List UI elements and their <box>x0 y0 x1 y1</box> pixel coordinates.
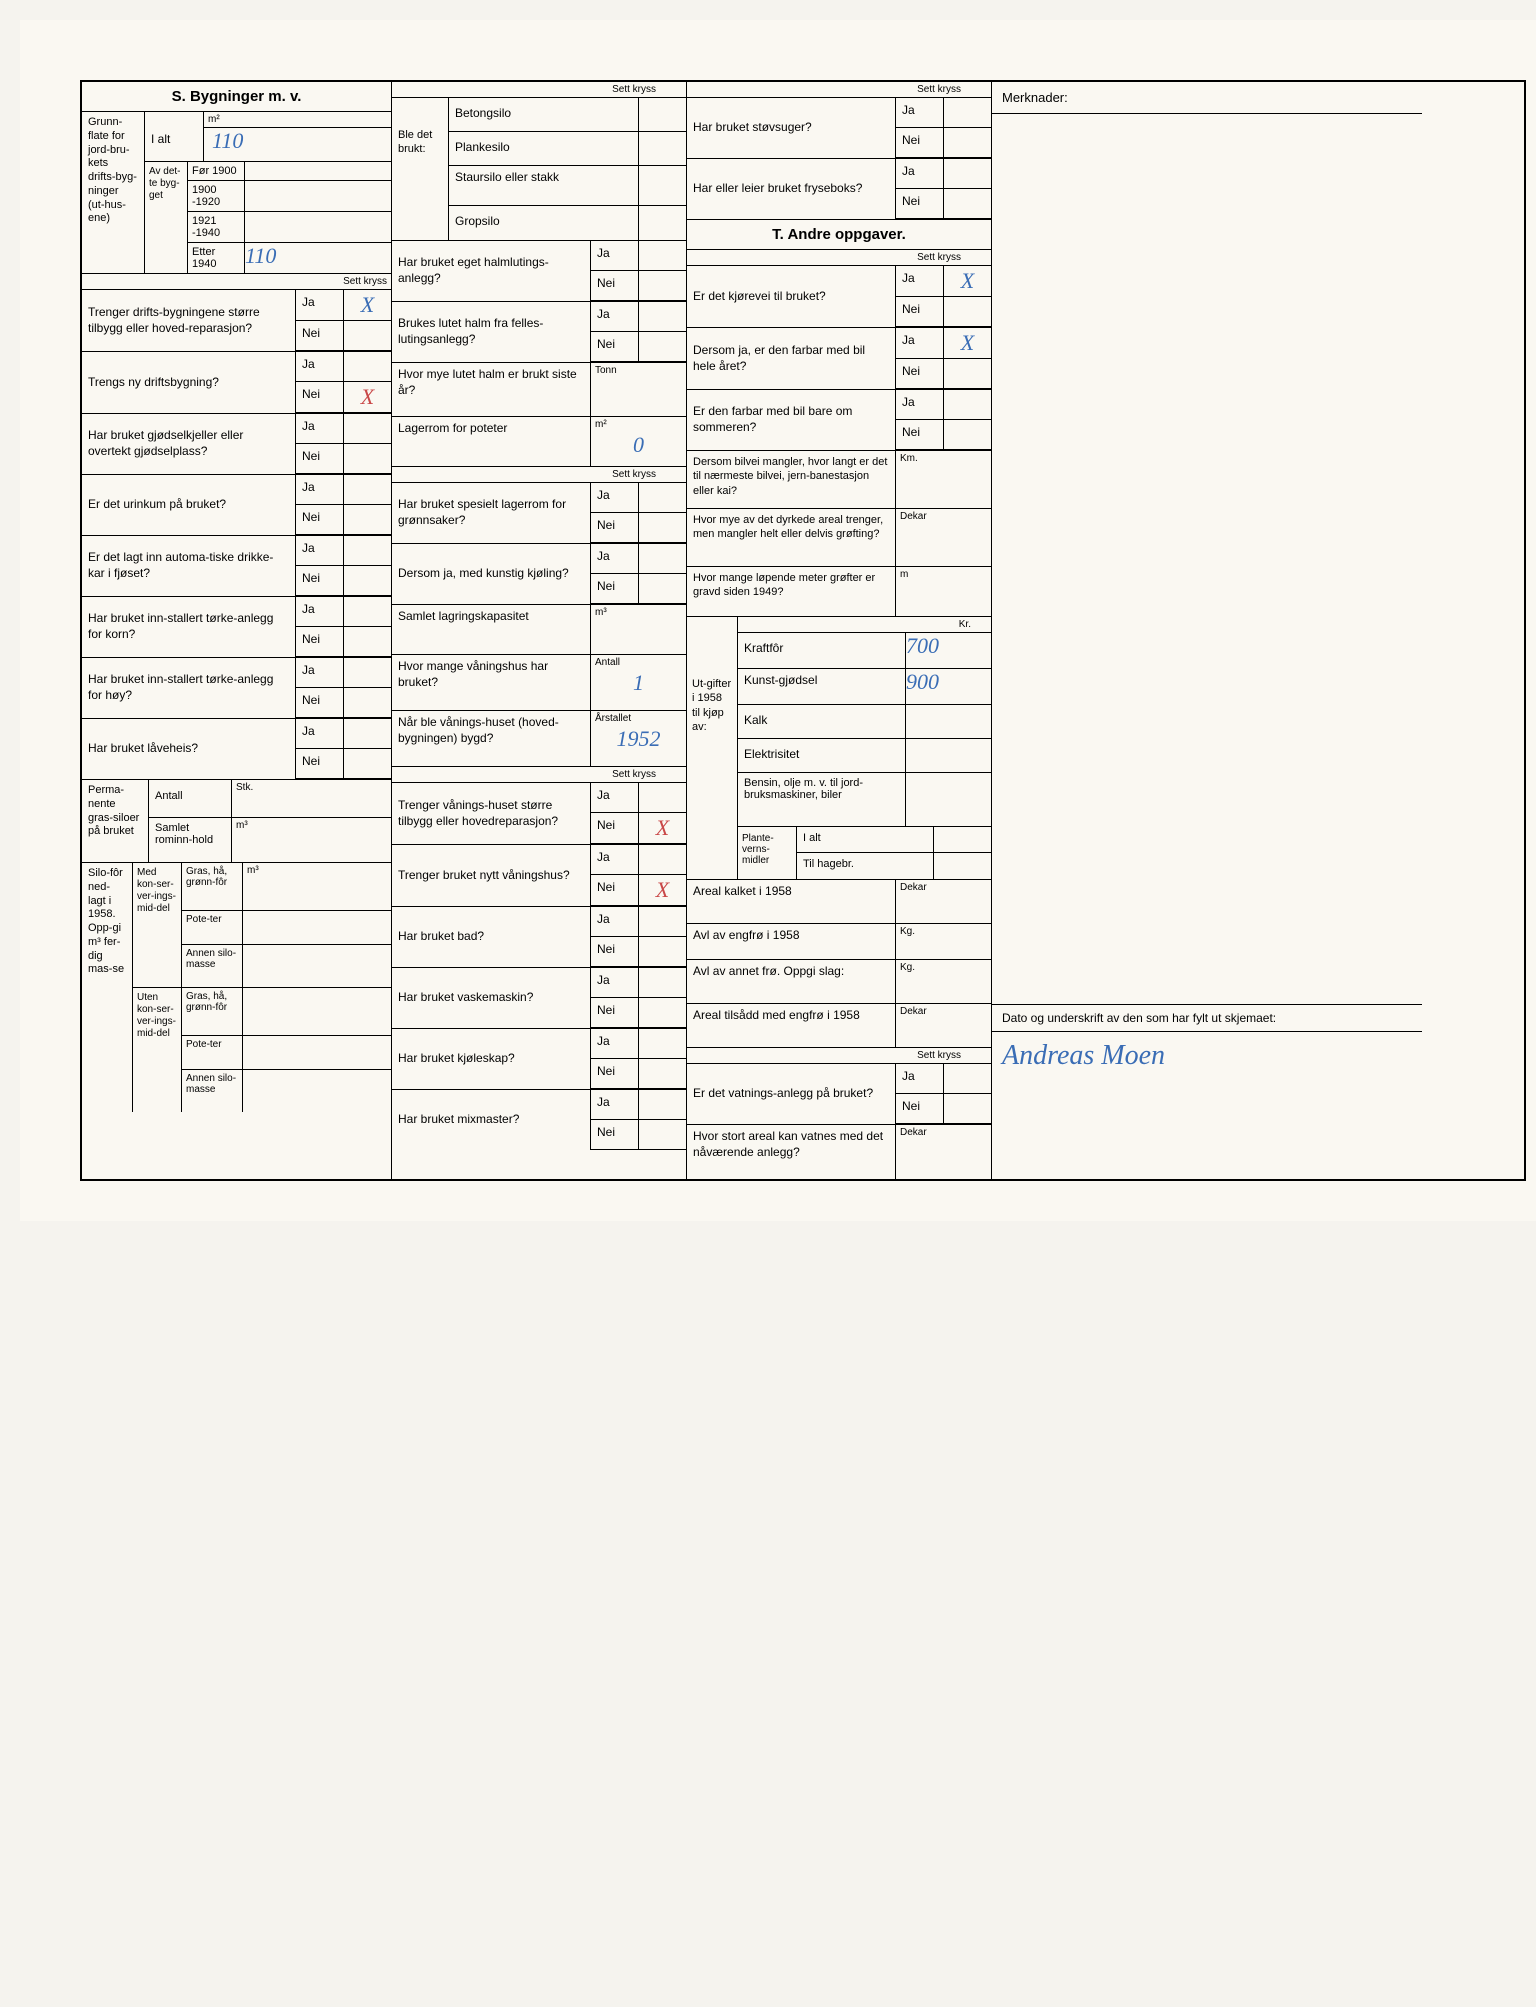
kraftfor-val: 700 <box>905 633 991 668</box>
grunnflate-block: Grunn-flate for jord-bru-kets drifts-byg… <box>82 112 391 274</box>
q-torke-korn: Har bruket inn-stallert tørke-anlegg for… <box>82 597 295 657</box>
period-1921-1940: 1921 -1940 <box>188 212 244 242</box>
section-s-title: S. Bygninger m. v. <box>82 82 391 112</box>
signature-area[interactable]: Andreas Moen <box>992 1032 1422 1080</box>
trenger-driftsbygn-ja[interactable]: X <box>343 290 391 320</box>
kunstgjodsel-val: 900 <box>905 669 991 704</box>
trengs-ny-ja[interactable] <box>343 352 391 381</box>
farbar-hele-ja[interactable]: X <box>943 328 991 358</box>
column-3: Sett kryss Har bruket støvsuger? Ja Nei … <box>687 82 992 1179</box>
utgifter-label: Ut-gifter i 1958 til kjøp av: <box>687 617 737 879</box>
q-torke-hoy: Har bruket inn-stallert tørke-anlegg for… <box>82 658 295 718</box>
signature-text: Andreas Moen <box>1002 1040 1165 1071</box>
q-trenger-driftsbygn: Trenger drifts-bygningene større tilbygg… <box>82 290 295 351</box>
section-t-title: T. Andre oppgaver. <box>687 220 991 250</box>
grassiloer-label: Perma-nente gras-siloer på bruket <box>82 780 148 862</box>
nytt-vaningshus-nei[interactable]: X <box>638 875 686 905</box>
av-dette-label: Av det-te byg-get <box>145 162 187 273</box>
column-merknader: Merknader: Dato og underskrift av den so… <box>992 82 1422 1179</box>
trenger-driftsbygn-nei[interactable] <box>343 321 391 350</box>
silofor-label: Silo-fôr ned-lagt i 1958. Opp-gi m³ fer-… <box>82 863 132 1112</box>
kjorevei-ja[interactable]: X <box>943 266 991 296</box>
vaningshus-ar: 1952 <box>591 726 686 752</box>
lagerrom-poteter-value: 0 <box>591 432 686 458</box>
trenger-vaningshus-nei[interactable]: X <box>638 813 686 843</box>
dato-underskrift-label: Dato og underskrift av den som har fylt … <box>992 1004 1422 1032</box>
form-container: S. Bygninger m. v. Grunn-flate for jord-… <box>80 80 1526 1181</box>
q-urinkum: Er det urinkum på bruket? <box>82 475 295 535</box>
etter1940-value: 110 <box>244 243 391 273</box>
period-1900-1920: 1900 -1920 <box>188 181 244 211</box>
grunnflate-label: Grunn-flate for jord-bru-kets drifts-byg… <box>82 112 144 273</box>
period-etter1940: Etter 1940 <box>188 243 244 273</box>
q-laveheis: Har bruket låveheis? <box>82 719 295 779</box>
vaningshus-antall: 1 <box>591 670 686 696</box>
q-drikkekar: Er det lagt inn automa-tiske drikke-kar … <box>82 536 295 596</box>
period-for1900: Før 1900 <box>188 162 244 180</box>
ialt-label: I alt <box>145 112 203 161</box>
ble-det-brukt: Ble det brukt: <box>392 98 448 240</box>
q-trengs-ny: Trengs ny driftsbygning? <box>82 352 295 413</box>
ialt-value: 110 <box>204 128 391 154</box>
column-s-bygninger: S. Bygninger m. v. Grunn-flate for jord-… <box>82 82 392 1179</box>
trengs-ny-nei[interactable]: X <box>343 382 391 412</box>
column-2: Sett kryss Ble det brukt: Betongsilo Pla… <box>392 82 687 1179</box>
form-page: S. Bygninger m. v. Grunn-flate for jord-… <box>20 20 1536 1221</box>
q-gjodselkjeller: Har bruket gjødselkjeller eller overtekt… <box>82 414 295 474</box>
sett-kryss-label-1: Sett kryss <box>82 274 391 290</box>
merknader-label: Merknader: <box>992 82 1422 114</box>
m2-unit: m² <box>204 112 391 128</box>
merknader-area[interactable] <box>992 114 1422 1004</box>
